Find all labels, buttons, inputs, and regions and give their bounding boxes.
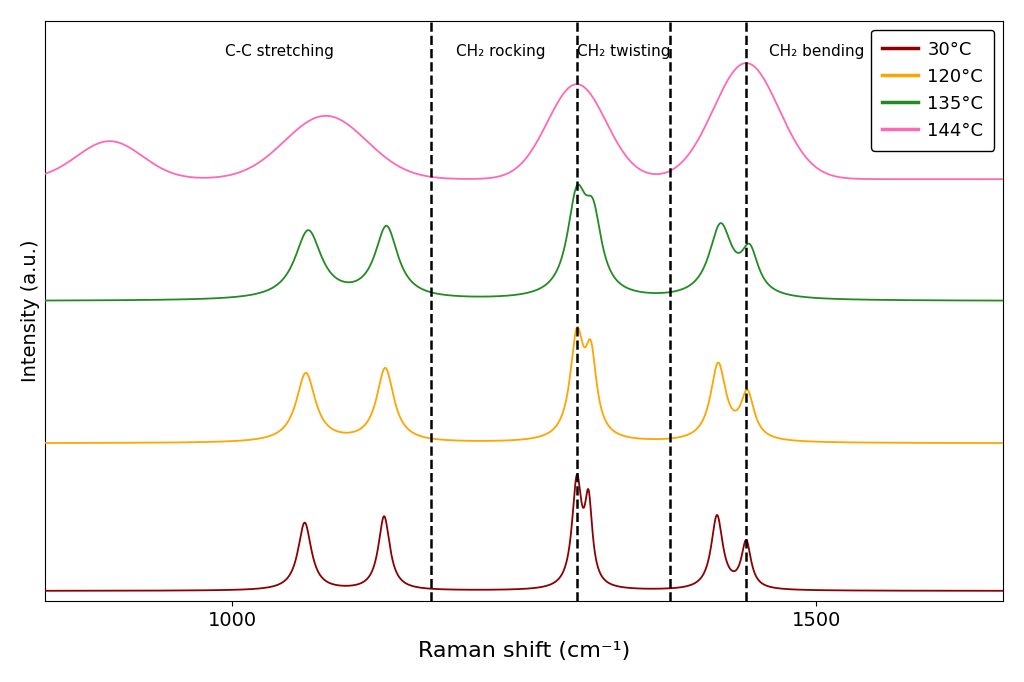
Text: C-C stretching: C-C stretching <box>224 44 334 59</box>
Text: CH₂ bending: CH₂ bending <box>769 44 864 59</box>
Text: CH₂ twisting: CH₂ twisting <box>577 44 671 59</box>
X-axis label: Raman shift (cm⁻¹): Raman shift (cm⁻¹) <box>418 641 631 661</box>
Y-axis label: Intensity (a.u.): Intensity (a.u.) <box>20 240 40 383</box>
Legend: 30°C, 120°C, 135°C, 144°C: 30°C, 120°C, 135°C, 144°C <box>871 30 994 151</box>
Text: CH₂ rocking: CH₂ rocking <box>456 44 546 59</box>
